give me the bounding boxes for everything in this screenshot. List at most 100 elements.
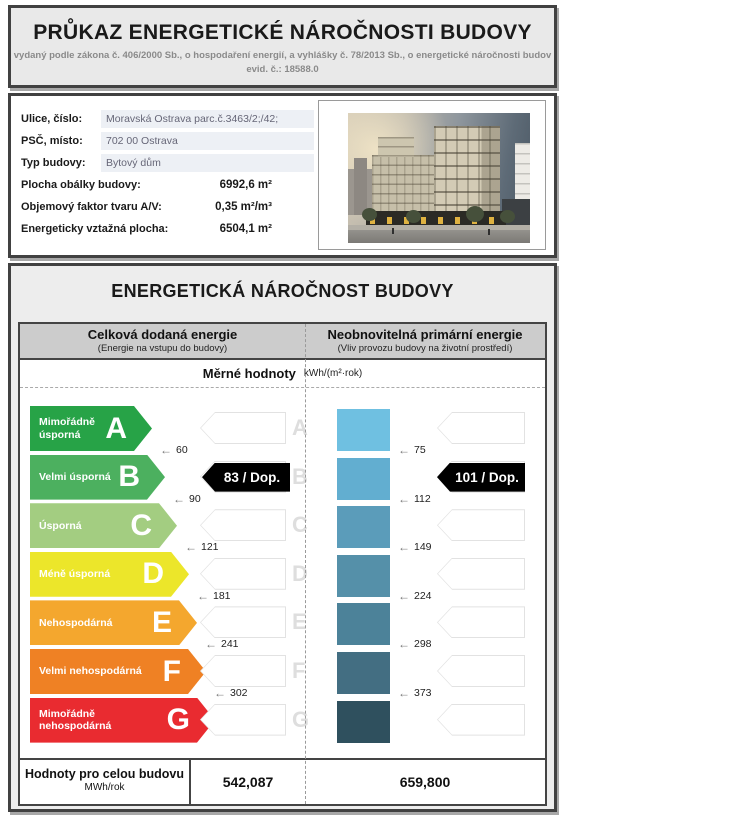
scale-left: Mimořádně úsporná A ← 60 A Velmi úsporná B ← 90 B… (30, 388, 310, 758)
class-letter: C (130, 508, 152, 542)
threshold-arrow-icon: ← (398, 443, 410, 457)
certificate-subtitle: vydaný podle zákona č. 406/2000 Sb., o h… (13, 50, 552, 61)
class-letter: D (142, 557, 164, 591)
info-label: PSČ, místo: (21, 135, 83, 147)
ghost-arrow (200, 703, 286, 736)
photo-road (348, 230, 530, 243)
threshold-arrow-icon: ← (398, 540, 410, 555)
info-value: 6504,1 m² (219, 223, 272, 235)
threshold-marker: ← 149 (398, 541, 432, 553)
ghost-class-letter: D (292, 560, 308, 586)
column-title: Celková dodaná energie (87, 327, 238, 342)
energy-section-title: ENERGETICKÁ NÁROČNOST BUDOVY (111, 281, 454, 301)
class-label: Mimořádně úsporná (39, 416, 96, 441)
efficiency-class-arrow-C: Úsporná C (30, 503, 177, 548)
totals-row: Hodnoty pro celou budovu MWh/rok 542,087… (20, 758, 545, 804)
class-label: Úsporná (39, 519, 82, 532)
threshold-value: 149 (414, 541, 432, 554)
ghost-arrow (200, 606, 286, 639)
efficiency-class-arrow-D: Méně úsporná D (30, 552, 189, 597)
threshold-arrow-icon: ← (398, 637, 410, 652)
ghost-arrow (200, 412, 286, 444)
info-label: Typ budovy: (21, 157, 86, 169)
threshold-value: 112 (414, 492, 431, 505)
primary-energy-bar (337, 506, 390, 549)
info-label: Plocha obálky budovy: (21, 179, 141, 191)
column-subtitle: (Vliv provozu budovy na životní prostřed… (337, 343, 513, 354)
threshold-marker: ← 224 (398, 590, 432, 602)
threshold-value: 373 (414, 687, 432, 699)
threshold-arrow-icon: ← (214, 686, 226, 700)
totals-label: Hodnoty pro celou budovu (24, 767, 184, 781)
ghost-class-letter: C (292, 512, 308, 538)
total-delivered-energy-value: 542,087 (222, 774, 274, 790)
certificate-title: PRŮKAZ ENERGETICKÉ NÁROČNOSTI BUDOVY (33, 21, 532, 44)
class-letter: G (166, 703, 190, 737)
ghost-class-letter: F (292, 658, 306, 683)
info-label: Objemový faktor tvaru A/V: (21, 201, 162, 213)
building-info-table: Ulice, číslo: Moravská Ostrava parc.č.346… (21, 109, 314, 241)
threshold-marker: ← 241 (205, 638, 239, 650)
class-label: Mimořádně nehospodárná (39, 708, 112, 733)
ghost-arrow (437, 703, 525, 736)
info-row: Typ budovy: Bytový dům (21, 153, 314, 173)
photo-storefront-base (366, 211, 506, 226)
energy-performance-box: ENERGETICKÁ NÁROČNOST BUDOVY Celková dod… (8, 263, 557, 812)
certificate-header-box: PRŮKAZ ENERGETICKÉ NÁROČNOSTI BUDOVY vyd… (8, 5, 557, 88)
threshold-value: 75 (414, 444, 426, 456)
threshold-value: 302 (230, 687, 248, 699)
efficiency-class-arrow-G: Mimořádně nehospodárná G (30, 698, 215, 743)
total-primary-energy-value: 659,800 (399, 774, 451, 790)
threshold-value: 181 (213, 589, 231, 602)
info-value: 6992,6 m² (219, 179, 272, 191)
class-letter: B (118, 460, 140, 494)
building-photo-frame (318, 100, 546, 250)
ghost-arrow (437, 655, 525, 687)
photo-pedestrian (488, 229, 490, 235)
column-subtitle: (Energie na vstupu do budovy) (97, 343, 228, 354)
photo-distant-building (354, 158, 367, 215)
threshold-arrow-icon: ← (398, 686, 410, 700)
primary-energy-bar (337, 554, 390, 597)
column-divider-dashed (305, 324, 306, 804)
threshold-value: 224 (414, 589, 432, 602)
ghost-arrow (200, 509, 286, 542)
threshold-marker: ← 90 (173, 493, 201, 505)
photo-building-tower (434, 126, 500, 220)
class-letter: E (151, 605, 172, 639)
column-header-primary-energy: Neobnovitelná primární energie (Vliv pro… (305, 324, 545, 360)
photo-tree (500, 210, 515, 223)
info-row: Energeticky vztažná plocha: 6504,1 m² (21, 219, 314, 239)
threshold-marker: ← 302 (214, 687, 248, 699)
primary-energy-bar (337, 700, 390, 743)
ghost-class-letter: E (292, 609, 307, 635)
primary-energy-bar (337, 409, 390, 451)
efficiency-class-arrow-E: Nehospodárná E (30, 600, 197, 645)
photo-tree (362, 208, 377, 221)
threshold-marker: ← 121 (185, 541, 219, 553)
threshold-value: 121 (201, 541, 219, 554)
threshold-arrow-icon: ← (398, 491, 410, 506)
info-value: Moravská Ostrava parc.č.3463/2;/42; (101, 110, 314, 128)
info-row: Plocha obálky budovy: 6992,6 m² (21, 175, 314, 195)
threshold-marker: ← 112 (398, 493, 431, 505)
efficiency-class-arrow-F: Velmi nehospodárná F (30, 649, 206, 694)
delivered-energy-rating-arrow: 83 / Dop. (202, 462, 290, 492)
threshold-value: 60 (176, 444, 188, 456)
info-value: 702 00 Ostrava (101, 132, 314, 150)
measured-values-label: Měrné hodnoty (202, 366, 296, 381)
column-title: Neobnovitelná primární energie (327, 327, 523, 342)
info-value: Bytový dům (101, 154, 314, 172)
threshold-arrow-icon: ← (160, 443, 172, 457)
info-label: Ulice, číslo: (21, 113, 83, 125)
building-info-box: Ulice, číslo: Moravská Ostrava parc.č.346… (8, 93, 557, 258)
photo-white-building (515, 143, 530, 217)
primary-energy-rating-arrow: 101 / Dop. (437, 462, 525, 492)
threshold-arrow-icon: ← (197, 588, 209, 603)
totals-unit: MWh/rok (84, 782, 125, 793)
ghost-arrow (437, 557, 525, 590)
building-photo (348, 113, 530, 243)
threshold-marker: ← 298 (398, 638, 432, 650)
threshold-marker: ← 60 (160, 444, 188, 456)
column-header-delivered-energy: Celková dodaná energie (Energie na vstup… (20, 324, 305, 360)
